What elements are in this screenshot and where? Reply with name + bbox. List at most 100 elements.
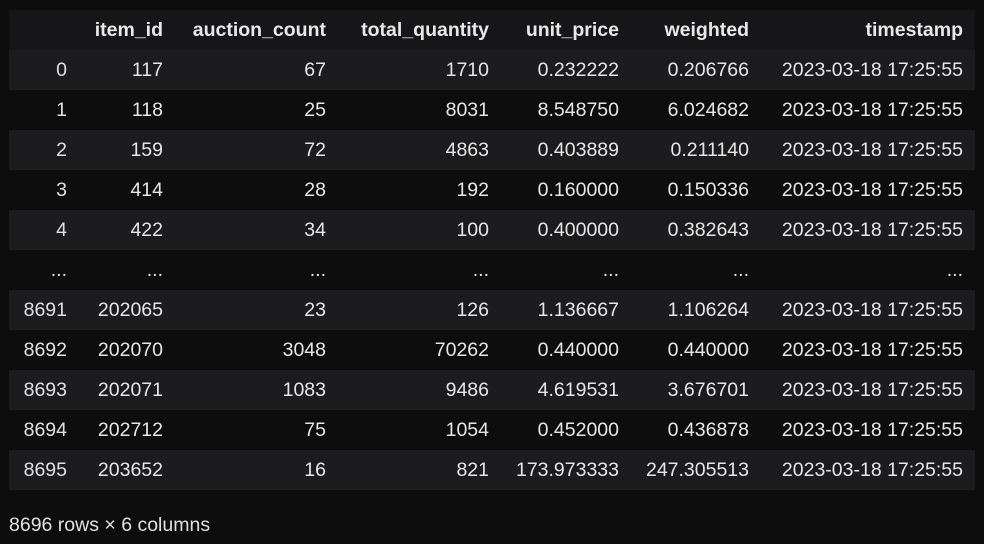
cell-unit-price: 0.440000 — [537, 338, 619, 361]
cell-auction-count: 75 — [304, 418, 326, 441]
row-index: 8693 — [23, 378, 67, 401]
cell-weighted: 1.106264 — [667, 298, 749, 321]
cell-item-id: 414 — [130, 178, 163, 201]
dataframe-output: item_id auction_count total_quantity unit_p… — [9, 10, 975, 490]
header-row: item_id auction_count total_quantity unit_p… — [9, 10, 975, 50]
table-body: 0 117 67 1710 0.232222 0.206766 2023-03-18 17:… — [9, 50, 975, 490]
table-row: 1 118 25 8031 8.548750 6.024682 2023-03-18 17:… — [9, 90, 975, 130]
cell-item-id: 117 — [131, 58, 163, 81]
index-header — [9, 10, 79, 50]
cell-item-id: 118 — [131, 98, 163, 121]
cell-weighted: 0.436878 — [667, 418, 749, 441]
cell-weighted: 6.024682 — [667, 98, 749, 121]
cell-unit-price: ... — [602, 258, 619, 281]
row-index: ... — [50, 258, 67, 281]
cell-item-id: 203652 — [97, 458, 163, 481]
cell-timestamp: 2023-03-18 17:25:55 — [781, 218, 963, 241]
cell-unit-price: 0.452000 — [537, 418, 619, 441]
dataframe-table: item_id auction_count total_quantity unit_p… — [9, 10, 975, 490]
cell-weighted: 0.211140 — [670, 138, 749, 161]
cell-auction-count: 16 — [304, 458, 326, 481]
row-index: 8691 — [23, 298, 67, 321]
column-header-auction-count: auction_count — [175, 10, 338, 50]
cell-total-quantity: 192 — [456, 178, 489, 201]
row-index: 8692 — [23, 338, 67, 361]
cell-unit-price: 0.403889 — [537, 138, 619, 161]
table-header: item_id auction_count total_quantity unit_p… — [9, 10, 975, 50]
cell-total-quantity: ... — [472, 258, 489, 281]
cell-auction-count: 23 — [304, 298, 326, 321]
cell-total-quantity: 70262 — [434, 338, 489, 361]
cell-weighted: ... — [732, 258, 749, 281]
cell-timestamp: 2023-03-18 17:25:55 — [781, 178, 963, 201]
cell-timestamp: ... — [946, 258, 963, 281]
table-row: 8695 203652 16 821 173.973333 247.305513 2023-… — [9, 450, 975, 490]
cell-auction-count: ... — [309, 258, 326, 281]
row-index: 2 — [56, 138, 67, 161]
cell-item-id: 202065 — [97, 298, 163, 321]
cell-total-quantity: 126 — [456, 298, 489, 321]
cell-total-quantity: 4863 — [445, 138, 489, 161]
table-row: 8694 202712 75 1054 0.452000 0.436878 2023-03-… — [9, 410, 975, 450]
cell-item-id: 159 — [130, 138, 163, 161]
column-header-item-id: item_id — [79, 10, 175, 50]
ellipsis-row: ..................... — [9, 250, 975, 290]
cell-total-quantity: 1054 — [445, 418, 489, 441]
table-row: 2 159 72 4863 0.403889 0.211140 2023-03-18 17:… — [9, 130, 975, 170]
cell-weighted: 247.305513 — [645, 458, 749, 481]
cell-weighted: 0.206766 — [667, 58, 749, 81]
cell-auction-count: 28 — [304, 178, 326, 201]
cell-timestamp: 2023-03-18 17:25:55 — [781, 138, 963, 161]
cell-auction-count: 25 — [304, 98, 326, 121]
row-count-summary: 8696 rows × 6 columns — [9, 514, 211, 536]
cell-item-id: 202070 — [97, 338, 163, 361]
cell-auction-count: 72 — [304, 138, 326, 161]
cell-total-quantity: 100 — [456, 218, 489, 241]
cell-total-quantity: 8031 — [445, 98, 489, 121]
column-header-unit-price: unit_price — [501, 10, 631, 50]
cell-item-id: 422 — [130, 218, 163, 241]
row-index: 8695 — [23, 458, 67, 481]
cell-timestamp: 2023-03-18 17:25:55 — [781, 458, 963, 481]
cell-weighted: 0.382643 — [667, 218, 749, 241]
column-header-timestamp: timestamp — [761, 10, 975, 50]
table-row: 8693 202071 1083 9486 4.619531 3.676701 2023-0… — [9, 370, 975, 410]
cell-auction-count: 1083 — [282, 378, 326, 401]
cell-total-quantity: 1710 — [445, 58, 489, 81]
column-header-weighted: weighted — [631, 10, 761, 50]
cell-weighted: 0.440000 — [667, 338, 749, 361]
row-index: 3 — [56, 178, 67, 201]
row-index: 4 — [56, 218, 67, 241]
table-row: 0 117 67 1710 0.232222 0.206766 2023-03-18 17:… — [9, 50, 975, 90]
cell-timestamp: 2023-03-18 17:25:55 — [781, 98, 963, 121]
cell-unit-price: 0.232222 — [537, 58, 619, 81]
cell-total-quantity: 9486 — [445, 378, 489, 401]
cell-unit-price: 0.160000 — [537, 178, 619, 201]
cell-unit-price: 173.973333 — [515, 458, 619, 481]
table-row: 3 414 28 192 0.160000 0.150336 2023-03-18 17:2… — [9, 170, 975, 210]
row-index: 8694 — [23, 418, 67, 441]
table-row: 4 422 34 100 0.400000 0.382643 2023-03-18 17:2… — [9, 210, 975, 250]
cell-auction-count: 34 — [304, 218, 326, 241]
cell-timestamp: 2023-03-18 17:25:55 — [781, 418, 963, 441]
row-index: 0 — [56, 58, 67, 81]
table-row: 8691 202065 23 126 1.136667 1.106264 2023-03-1… — [9, 290, 975, 330]
row-index: 1 — [56, 98, 67, 121]
cell-timestamp: 2023-03-18 17:25:55 — [781, 58, 963, 81]
cell-timestamp: 2023-03-18 17:25:55 — [781, 338, 963, 361]
table-row: 8692 202070 3048 70262 0.440000 0.440000 2023-… — [9, 330, 975, 370]
cell-auction-count: 67 — [304, 58, 326, 81]
cell-unit-price: 8.548750 — [537, 98, 619, 121]
cell-auction-count: 3048 — [282, 338, 326, 361]
cell-item-id: ... — [146, 258, 163, 281]
cell-unit-price: 4.619531 — [537, 378, 619, 401]
cell-weighted: 0.150336 — [667, 178, 749, 201]
column-header-total-quantity: total_quantity — [338, 10, 501, 50]
cell-timestamp: 2023-03-18 17:25:55 — [781, 378, 963, 401]
cell-weighted: 3.676701 — [667, 378, 749, 401]
cell-total-quantity: 821 — [456, 458, 489, 481]
cell-timestamp: 2023-03-18 17:25:55 — [781, 298, 963, 321]
cell-unit-price: 0.400000 — [537, 218, 619, 241]
cell-unit-price: 1.136667 — [537, 298, 619, 321]
cell-item-id: 202712 — [97, 418, 163, 441]
